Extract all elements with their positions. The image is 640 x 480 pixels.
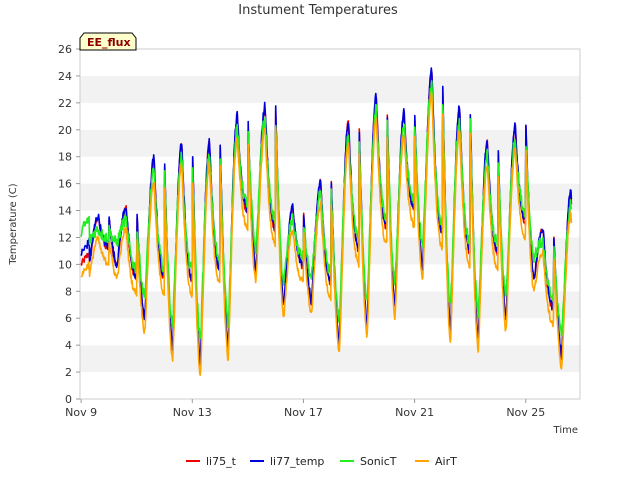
x-tick-label: Nov 25: [506, 406, 545, 419]
grid-band: [80, 318, 580, 346]
grid-band: [80, 129, 580, 157]
x-tick-label: Nov 13: [173, 406, 212, 419]
grid-band: [80, 183, 580, 211]
x-tick-label: Nov 17: [284, 406, 323, 419]
y-tick-label: 8: [65, 285, 72, 298]
y-tick-label: 10: [58, 258, 72, 271]
badge-label: EE_flux: [87, 36, 131, 49]
x-axis: Nov 9 Nov 13 Nov 17 Nov 21 Nov 25: [65, 399, 545, 419]
series-line-airt: [80, 91, 573, 377]
y-axis-label: Temperature (C): [8, 183, 19, 265]
grid-band: [80, 75, 580, 103]
grid-band: [80, 102, 580, 130]
x-tick-label: Nov 9: [65, 406, 97, 419]
legend-label: li77_temp: [270, 455, 324, 468]
grid-band: [80, 210, 580, 238]
grid-band: [80, 49, 580, 76]
grid-band: [80, 237, 580, 265]
y-tick-label: 20: [58, 124, 72, 137]
y-tick-label: 2: [65, 366, 72, 379]
chart-title: Instument Temperatures: [238, 3, 398, 18]
y-tick-label: 22: [58, 97, 72, 110]
y-tick-label: 12: [58, 231, 72, 244]
grid-band: [80, 372, 580, 399]
legend-label: AirT: [435, 455, 457, 468]
y-tick-label: 14: [58, 205, 72, 218]
legend-label: li75_t: [206, 455, 237, 468]
plot-frame: [79, 48, 581, 400]
x-axis-label: Time: [553, 425, 578, 436]
series-lines: [80, 67, 573, 377]
x-tick-label: Nov 21: [395, 406, 434, 419]
background-bands: [80, 49, 580, 399]
y-tick-label: 0: [65, 393, 72, 406]
y-tick-label: 4: [65, 339, 72, 352]
grid-band: [80, 345, 580, 373]
y-tick-label: 24: [58, 70, 72, 83]
y-tick-label: 6: [65, 312, 72, 325]
grid-band: [80, 156, 580, 184]
y-tick-label: 16: [58, 178, 72, 191]
legend-label: SonicT: [360, 455, 397, 468]
ee-flux-badge: EE_flux: [79, 32, 137, 51]
legend: li75_t li77_temp SonicT AirT: [186, 455, 457, 468]
y-tick-label: 26: [58, 43, 72, 56]
y-tick-label: 18: [58, 151, 72, 164]
